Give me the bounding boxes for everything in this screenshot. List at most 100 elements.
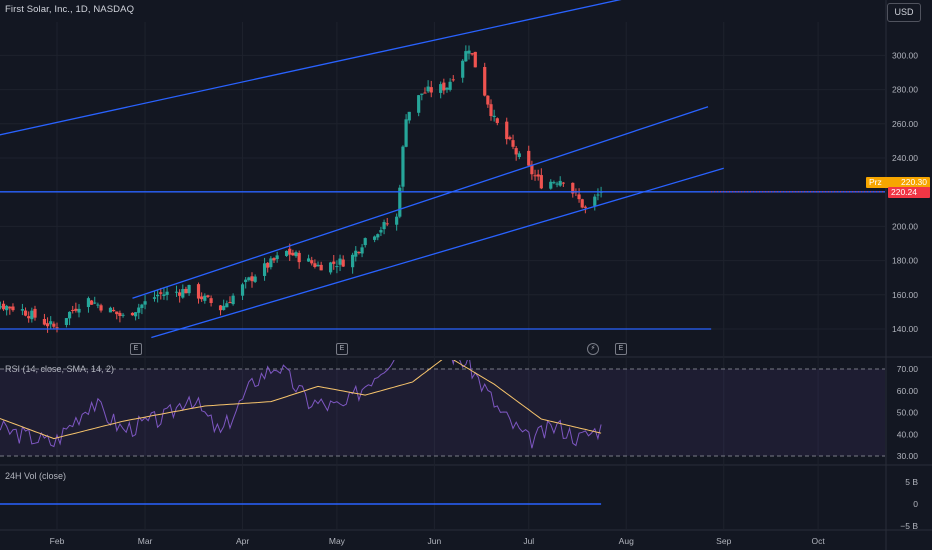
earnings-icon[interactable]: E: [130, 343, 142, 355]
candle-body: [514, 148, 518, 155]
last-price-tag: 220.24: [888, 187, 930, 198]
candle-body: [134, 312, 138, 317]
candle-body: [483, 67, 487, 96]
candle-body: [539, 175, 543, 189]
candle-body: [27, 316, 31, 319]
candle-body: [181, 289, 185, 298]
candle-body: [357, 252, 361, 254]
candle-body: [64, 318, 69, 325]
candle-body: [30, 310, 34, 320]
channel-line: [0, 0, 622, 136]
candle-body: [420, 93, 424, 95]
volume-tick-label: −5 B: [900, 521, 918, 531]
candle-body: [423, 92, 427, 94]
candle-body: [332, 261, 336, 264]
candle-body: [99, 305, 103, 311]
price-tick-label: 140.00: [892, 324, 918, 334]
candle-body: [162, 294, 166, 297]
candle-body: [23, 310, 28, 316]
candle-body: [206, 295, 210, 297]
rsi-indicator-label[interactable]: RSI (14, close, SMA, 14, 2): [5, 364, 115, 374]
candle-body: [77, 308, 81, 313]
candle-body: [527, 150, 531, 166]
candle-body: [511, 140, 515, 147]
candle-body: [93, 302, 97, 304]
candle-body: [297, 252, 301, 263]
candle-body: [200, 296, 204, 300]
candle-body: [505, 121, 509, 140]
candle-body: [316, 264, 320, 267]
rsi-tick-label: 60.00: [897, 386, 919, 396]
candle-body: [404, 119, 408, 147]
candle-body: [11, 306, 15, 311]
candle-body: [373, 236, 377, 240]
candle-body: [209, 298, 213, 303]
candle-body: [218, 305, 223, 311]
candle-body: [398, 187, 402, 217]
candle-body: [156, 294, 160, 297]
candle-body: [20, 309, 25, 311]
candle-body: [448, 81, 452, 90]
split-icon[interactable]: ⚡: [587, 343, 599, 355]
time-tick-label: Apr: [236, 536, 249, 546]
prz-tag-value: 220.30: [901, 177, 927, 187]
price-tick-label: 280.00: [892, 85, 918, 95]
candle-body: [288, 248, 292, 255]
candle-body: [555, 183, 559, 185]
candle-body: [269, 258, 273, 268]
rsi-tick-label: 30.00: [897, 451, 919, 461]
candle-body: [165, 291, 169, 295]
time-tick-label: Sep: [716, 536, 731, 546]
candle-body: [395, 216, 399, 225]
candle-body: [33, 308, 37, 318]
candle-body: [561, 182, 565, 184]
candle-body: [451, 79, 455, 81]
volume-indicator-label[interactable]: 24H Vol (close): [5, 471, 67, 481]
candle-body: [108, 307, 113, 313]
rsi-tick-label: 70.00: [897, 364, 919, 374]
candle-body: [203, 295, 207, 301]
candle-body: [250, 276, 254, 282]
candle-body: [187, 284, 191, 294]
candle-body: [329, 262, 333, 273]
candle-body: [42, 319, 47, 325]
earnings-icon[interactable]: E: [336, 343, 348, 355]
candle-body: [74, 308, 78, 311]
rsi-tick-label: 50.00: [897, 408, 919, 418]
candle-body: [115, 311, 119, 315]
candle-body: [533, 175, 537, 177]
candle-body: [121, 314, 125, 316]
candle-body: [376, 234, 380, 238]
time-tick-label: Oct: [811, 536, 825, 546]
candle-body: [284, 250, 289, 256]
candle-body: [86, 298, 91, 308]
price-tick-label: 260.00: [892, 119, 918, 129]
candle-body: [341, 259, 345, 267]
candle-body: [294, 252, 298, 257]
candle-body: [49, 321, 53, 325]
candle-body: [96, 304, 100, 306]
candle-body: [351, 254, 355, 268]
candle-body: [363, 238, 367, 246]
candle-body: [307, 258, 311, 262]
candle-body: [8, 306, 12, 309]
candle-body: [275, 255, 279, 260]
earnings-icon[interactable]: E: [615, 343, 627, 355]
prz-price-tag: Prz 220.30: [866, 177, 930, 188]
candle-body: [184, 288, 188, 294]
candle-body: [379, 230, 383, 233]
candle-body: [71, 309, 75, 311]
candle-body: [354, 250, 358, 257]
candle-body: [360, 247, 364, 254]
candle-body: [262, 263, 267, 276]
candle-body: [473, 51, 477, 68]
candle-body: [118, 312, 122, 316]
candle-body: [571, 182, 575, 194]
candle-body: [530, 164, 534, 175]
candle-body: [310, 260, 314, 264]
candle-body: [580, 199, 584, 208]
time-tick-label: Feb: [50, 536, 65, 546]
candle-body: [417, 95, 421, 113]
currency-button[interactable]: USD: [887, 3, 921, 22]
